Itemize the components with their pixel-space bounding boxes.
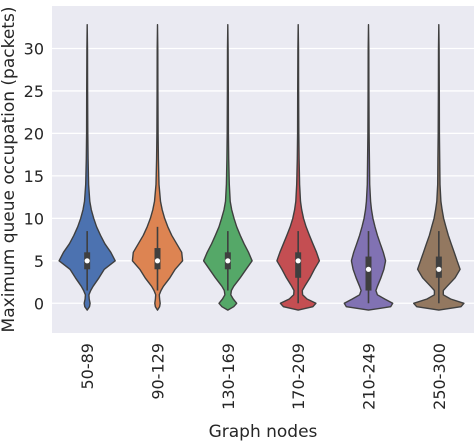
violin-iqr-box [365,256,372,291]
y-tick-label: 5 [34,252,44,271]
violin-median-dot [84,258,90,264]
y-tick-labels: 0 5 10 15 20 25 30 [24,39,44,313]
x-tick-label: 130-169 [219,343,238,410]
y-tick-label: 25 [24,82,44,101]
x-axis-label: Graph nodes [209,422,318,442]
plot-background [52,6,474,333]
y-axis-label: Maximum queue occupation (packets) [0,7,19,333]
violin-210-249 [343,24,394,311]
violin-median-dot [225,258,231,264]
violin-median-dot [436,266,442,272]
x-tick-label: 250-300 [430,343,449,410]
violins [58,24,465,311]
violin-iqr-box [295,252,302,278]
violin-median-dot [365,266,372,272]
y-tick-label: 0 [34,294,44,313]
x-tick-label: 210-249 [360,343,379,410]
y-tick-label: 15 [24,167,44,186]
violin-170-209 [276,24,321,311]
x-tick-label: 90-129 [149,343,168,400]
x-tick-labels: 50-89 90-129 130-169 170-209 210-249 250-300 [78,343,449,410]
x-tick-label: 170-209 [289,343,308,410]
y-tick-label: 20 [24,124,44,143]
x-tick-label: 50-89 [78,343,97,390]
grid-lines [52,47,474,304]
y-tick-label: 30 [24,39,44,58]
violin-50-89 [58,24,116,311]
violin-250-300 [413,24,465,311]
violin-median-dot [154,258,161,264]
violin-median-dot [295,258,301,264]
violin-130-169 [202,24,253,311]
y-tick-label: 10 [24,209,44,228]
violin-90-129 [131,24,184,311]
